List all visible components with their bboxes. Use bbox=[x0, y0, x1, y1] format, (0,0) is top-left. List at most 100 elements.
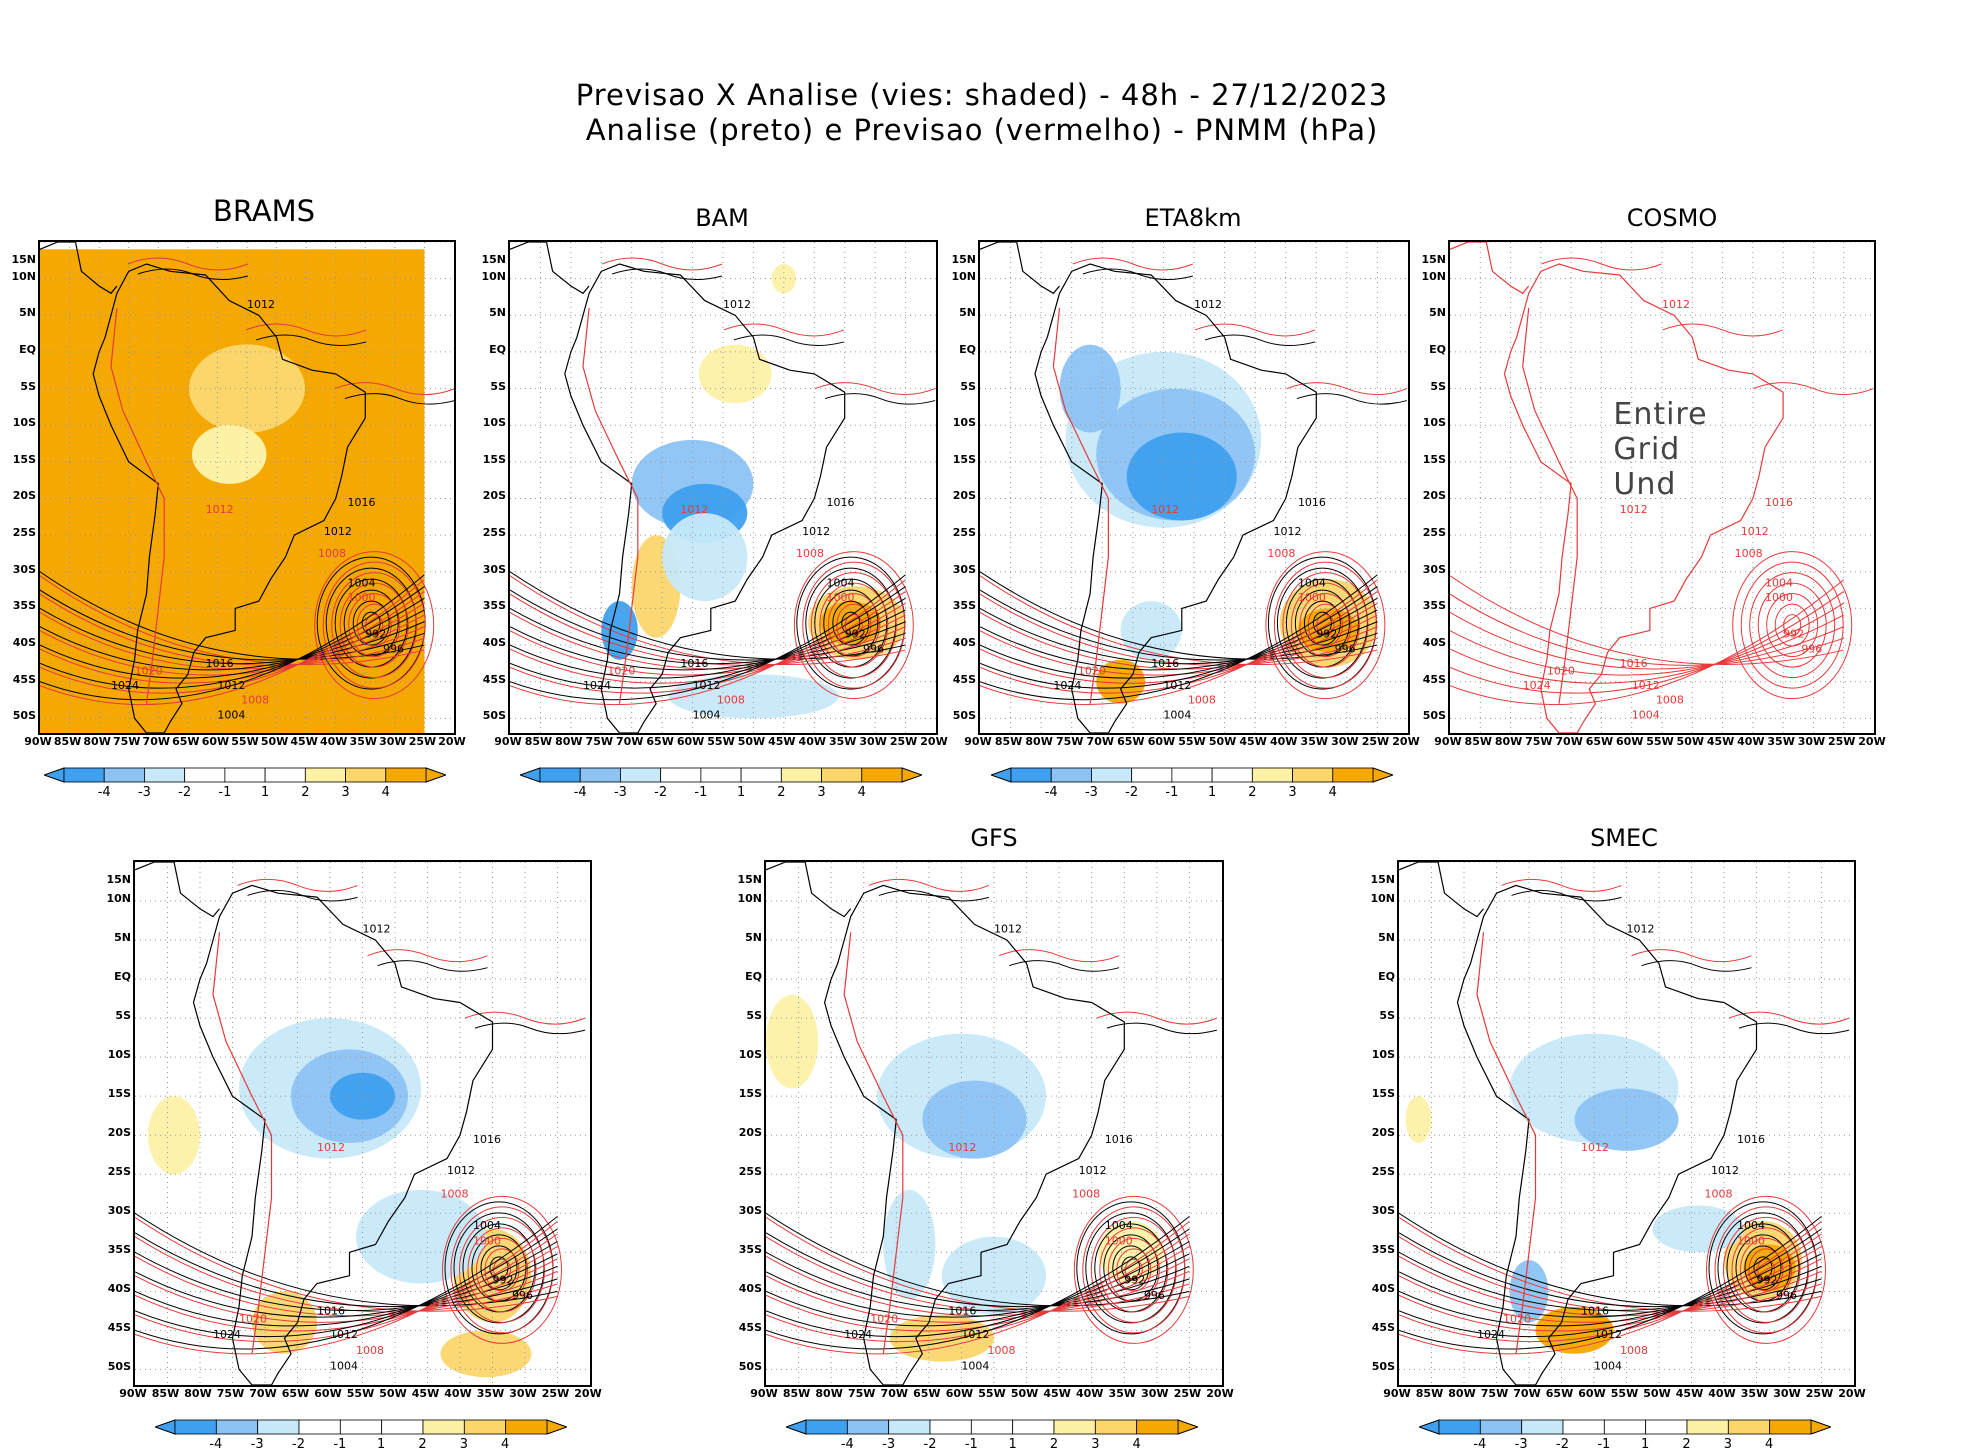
colorbar-tick: -2 bbox=[654, 785, 668, 800]
analysis-isobar bbox=[1399, 1253, 1822, 1318]
analysis-isobar bbox=[40, 609, 425, 671]
lon-tick-label: 50W bbox=[260, 735, 289, 748]
lon-tick-label: 25W bbox=[541, 1387, 570, 1400]
analysis-isobar bbox=[980, 574, 1378, 701]
colorbar-swatch bbox=[1438, 1419, 1481, 1435]
lon-tick-label: 80W bbox=[555, 735, 583, 748]
forecast-isobar bbox=[1194, 323, 1316, 337]
lat-tick-label: 40S bbox=[738, 1282, 762, 1296]
colorbar-arrow-low bbox=[518, 767, 541, 783]
coastline-south-america bbox=[1034, 263, 1317, 733]
forecast-isobar bbox=[1783, 614, 1802, 637]
isobar-label: 1008 bbox=[441, 1188, 469, 1201]
lat-tick-label: 15S bbox=[1422, 452, 1446, 466]
lat-tick-label: 30S bbox=[482, 562, 506, 576]
lat-tick-label: 5S bbox=[960, 379, 976, 393]
analysis-isobar bbox=[344, 393, 454, 405]
lat-tick-label: 5S bbox=[490, 379, 506, 393]
lat-tick-label: EQ bbox=[1378, 970, 1395, 984]
colorbar: -4 -3 -2 -1 1 2 3 4 bbox=[152, 1419, 569, 1452]
isobar-label: 1016 bbox=[1765, 496, 1793, 509]
lon-tick-label: 55W bbox=[978, 1387, 1006, 1400]
forecast-isobar bbox=[510, 593, 906, 666]
isobar-label: 1004 bbox=[1298, 576, 1326, 589]
colorbar-tick: -2 bbox=[178, 785, 192, 800]
lon-tick-label: 65W bbox=[646, 735, 674, 748]
analysis-isobar bbox=[1641, 960, 1752, 972]
lon-tick-label: 65W bbox=[1117, 735, 1145, 748]
colorbar-swatch bbox=[1136, 1419, 1179, 1435]
forecast-isobar bbox=[1072, 257, 1194, 271]
map-canvas: 1024102010161012100810041004100099299610… bbox=[980, 242, 1408, 733]
lat-tick-label: 5S bbox=[746, 1009, 762, 1023]
colorbar-swatch bbox=[579, 767, 621, 783]
forecast-isobar bbox=[1399, 1245, 1822, 1332]
isobar-label: 1004 bbox=[473, 1219, 501, 1232]
lon-tick-label: 70W bbox=[142, 735, 170, 748]
isobar-label: 1016 bbox=[1737, 1133, 1765, 1146]
forecast-isobar bbox=[40, 593, 425, 666]
analysis-isobar bbox=[510, 586, 906, 689]
lon-tick-label: 30W bbox=[379, 735, 407, 748]
analysis-isobar bbox=[510, 609, 906, 671]
analysis-isobar bbox=[611, 268, 723, 280]
isobar-label: 1008 bbox=[241, 694, 269, 707]
colorbar-swatch bbox=[304, 767, 346, 783]
lon-tick-label: 25W bbox=[408, 735, 437, 748]
lon-tick-label: 30W bbox=[1331, 735, 1359, 748]
forecast-isobar bbox=[40, 602, 425, 684]
analysis-isobar bbox=[377, 960, 488, 972]
map-frame: 1024 1020 1016 1012 1008 1004 1004 1000 992 996 10… bbox=[38, 240, 456, 735]
isobar-label: 1012 bbox=[447, 1164, 475, 1177]
lon-tick-label: 20W bbox=[1858, 735, 1886, 748]
colorbar-swatch bbox=[539, 767, 581, 783]
lat-tick-label: 15S bbox=[12, 452, 36, 466]
colorbar-swatch bbox=[174, 1419, 217, 1435]
lon-tick-label: 85W bbox=[1464, 735, 1492, 748]
isobar-label: 1012 bbox=[1194, 298, 1222, 311]
isobar-label: 1008 bbox=[318, 547, 346, 560]
analysis-isobar bbox=[766, 1253, 1190, 1318]
lat-tick-label: 20S bbox=[1371, 1126, 1395, 1140]
colorbar-tick: -3 bbox=[137, 785, 151, 800]
lon-tick-label: 85W bbox=[151, 1387, 180, 1400]
forecast-isobar bbox=[1265, 551, 1386, 700]
lon-tick-label: 20W bbox=[1838, 1387, 1866, 1400]
coastline-central-america bbox=[1399, 862, 1484, 918]
isobar-label: 992 bbox=[493, 1274, 514, 1287]
colorbar-tick: 1 bbox=[377, 1437, 386, 1452]
forecast-isobar bbox=[1450, 611, 1844, 670]
isobar-label: 1012 bbox=[217, 679, 245, 692]
forecast-isobar bbox=[510, 602, 906, 684]
bias-shading bbox=[771, 263, 797, 294]
colorbar-tick: 1 bbox=[1207, 785, 1217, 800]
isobar-label: 1000 bbox=[1765, 591, 1793, 604]
isobar-label: 1024 bbox=[583, 679, 611, 692]
analysis-isobar bbox=[474, 1022, 586, 1035]
isobar-label: 1004 bbox=[961, 1359, 989, 1372]
lat-tick-label: 10S bbox=[107, 1048, 131, 1062]
forecast-isobar bbox=[484, 1248, 520, 1292]
colorbar-swatch bbox=[1562, 1419, 1605, 1435]
analysis-isobar bbox=[1296, 393, 1407, 405]
forecast-isobar bbox=[1450, 591, 1845, 694]
figure-title-line-2: Analise (preto) e Previsao (vermelho) - … bbox=[585, 113, 1379, 147]
lon-tick-label: 80W bbox=[815, 1387, 843, 1400]
lat-tick-label: 10N bbox=[11, 269, 36, 283]
colorbar-arrow-high bbox=[546, 1419, 569, 1435]
colorbar-tick: 4 bbox=[1765, 1437, 1774, 1452]
lon-tick-label: 85W bbox=[782, 1387, 811, 1400]
forecast-isobar bbox=[819, 582, 889, 668]
lat-tick-label: 10N bbox=[951, 269, 976, 283]
lon-tick-label: 60W bbox=[945, 1387, 974, 1400]
colorbar-swatch bbox=[1131, 767, 1173, 783]
colorbar-tick: 4 bbox=[381, 785, 390, 800]
forecast-isobar bbox=[1732, 551, 1853, 700]
lon-tick-label: 25W bbox=[1827, 735, 1856, 748]
lon-tick-label: 30W bbox=[1773, 1387, 1801, 1400]
forecast-isobar bbox=[1501, 878, 1622, 892]
analysis-isobar bbox=[135, 1251, 558, 1312]
colorbar-swatch bbox=[422, 1419, 465, 1435]
analysis-isobar bbox=[1744, 1245, 1782, 1291]
colorbar-tick: 3 bbox=[1723, 1437, 1732, 1452]
